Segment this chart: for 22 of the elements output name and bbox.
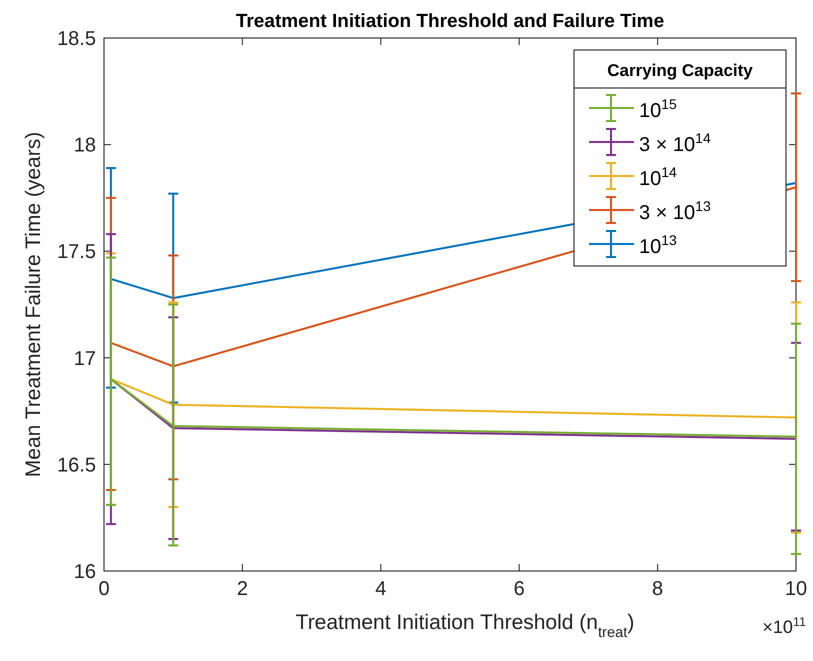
legend-label: 3 × 10$^{14}$ [639,130,711,156]
legend-label: 10$^{15}$ [639,96,678,122]
legend-label: 10$^{14}$ [639,164,678,190]
x-axis-title: Treatment Initiation Threshold (n$_{treat}$) [296,611,634,641]
y-tick-label: 17.5 [57,241,96,264]
y-axis-title: Mean Treatment Failure Time (years) [22,132,45,478]
x-tick-label: 6 [514,578,525,600]
legend-title: Carrying Capacity [607,61,754,80]
y-tick-label: 18.5 [57,28,96,50]
x-tick-label: 2 [236,578,248,600]
legend-label: 3 × 10$^{13}$ [639,198,711,224]
legend-label: 10$^{13}$ [639,232,678,258]
x-tick-label: 10 [784,578,808,600]
text: ×10$^{11}$ [762,615,806,637]
x-tick-label: 8 [652,578,664,600]
y-tick-label: 16.5 [57,454,96,476]
y-tick-label: 16 [74,561,96,583]
x-tick-label: 0 [98,578,110,600]
y-tick-label: 18 [74,134,96,157]
chart-title: Treatment Initiation Threshold and Failure Time [236,11,664,32]
y-tick-label: 17 [74,348,96,370]
x-tick-label: 4 [375,578,386,600]
